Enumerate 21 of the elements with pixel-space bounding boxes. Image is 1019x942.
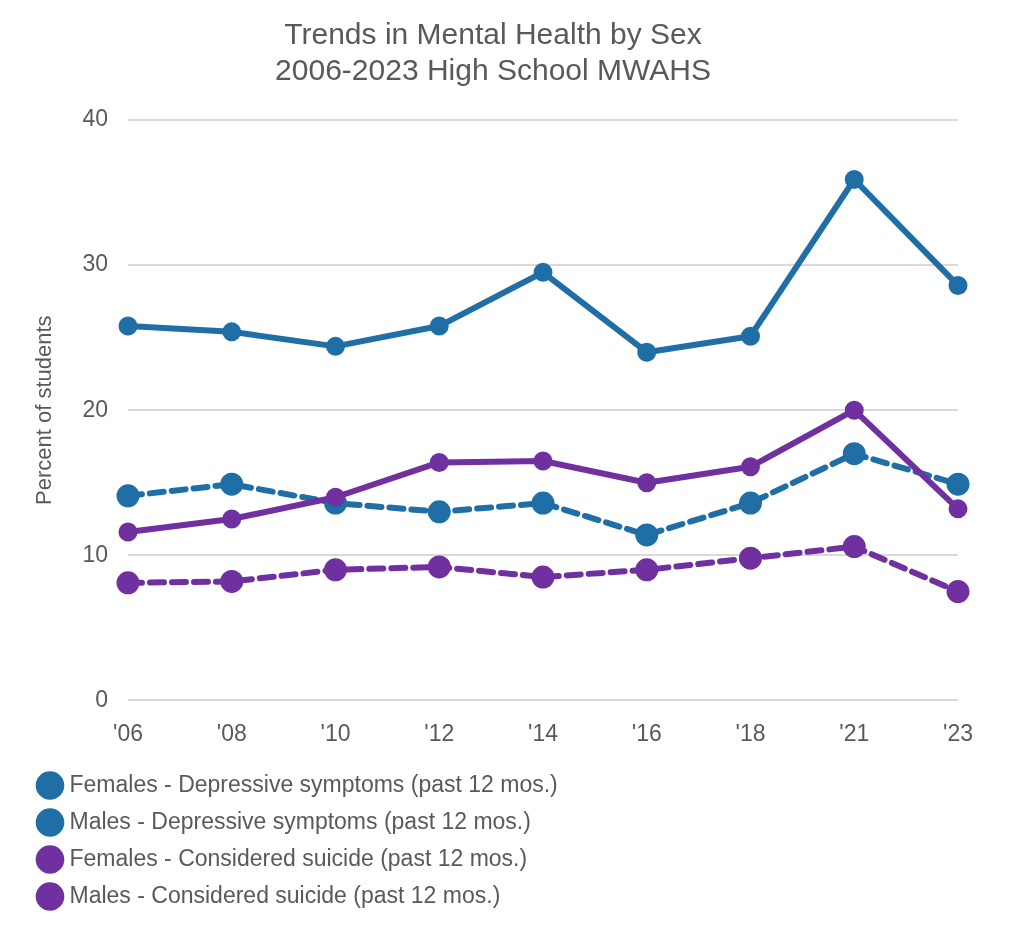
x-tick-label: '06 [112,719,143,746]
text: 2006-2023 High School MWAHS [275,53,711,87]
x-tick-label: '12 [424,719,455,746]
text: Trends in Mental Health by Sex [284,17,702,51]
x-tick-label: '10 [320,719,351,746]
y-axis-title: Percent of students [31,315,57,505]
y-tick-label: 40 [82,105,108,132]
x-tick-label: '14 [528,719,559,746]
legend-label: Females - Depressive symptoms (past 12 mos.) [69,770,558,797]
x-tick-label: '16 [631,719,662,746]
legend-label: Males - Depressive symptoms (past 12 mos.) [69,807,531,834]
x-tick-label: '18 [735,719,766,746]
legend-label: Females - Considered suicide (past 12 mos.) [69,844,528,871]
x-tick-label: '21 [839,719,870,746]
y-tick-label: 30 [82,250,108,277]
y-tick-label: 0 [95,685,108,712]
legend-label: Males - Considered suicide (past 12 mos.) [69,881,501,908]
x-tick-label: '08 [216,719,247,746]
x-tick-label: '23 [943,719,973,746]
y-tick-label: 20 [82,395,108,422]
y-tick-label: 10 [82,540,108,567]
